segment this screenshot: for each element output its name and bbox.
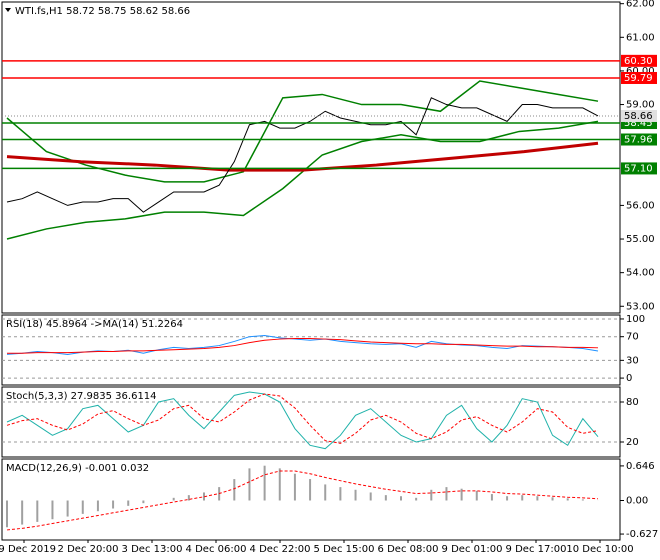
y-tick-label: -0.627 [626,529,658,540]
y-tick-label: 0.646 [626,461,655,472]
y-tick-label: 60.00 [626,66,655,77]
panel [1,314,621,386]
y-tick-label: 30 [626,355,639,366]
level-label: 57.10 [624,163,653,174]
x-tick-label: 2 Dec 20:00 [58,544,119,555]
level-label: 57.96 [624,135,653,146]
level-tag [621,133,657,146]
y-tick-label: 70 [626,332,639,343]
series-line [6,120,599,240]
x-tick-label: 4 Dec 06:00 [186,544,247,555]
x-tick-label: 10 Dec 10:00 [566,544,633,555]
series-line [6,470,599,531]
x-tick-label: 9 Dec 01:00 [442,544,503,555]
level-label: 58.45 [624,118,653,129]
y-tick-label: 20 [626,437,639,448]
y-tick-label: 59.00 [626,100,655,111]
x-tick-label: 6 Dec 08:00 [378,544,439,555]
series-line [7,337,599,354]
x-tick-label: 3 Dec 13:00 [122,544,183,555]
panel-title: Stoch(5,3,3) 27.9835 36.6114 [6,391,157,402]
series-line [6,393,599,444]
level-label: 60.30 [624,56,653,67]
level-tag [621,162,657,175]
series-line [6,97,599,213]
y-tick-label: 100 [626,314,645,325]
series-line [6,80,599,183]
series-line [6,141,599,172]
x-tick-label: 9 Dec 17:00 [506,544,567,555]
x-tick-label: 5 Dec 15:00 [314,544,375,555]
y-tick-label: 54.00 [626,268,655,279]
y-tick-label: 53.00 [626,301,655,312]
y-tick-label: 80 [626,397,639,408]
panel [1,1,621,314]
menu-triangle [5,8,11,12]
y-tick-label: 61.00 [626,32,655,43]
level-label: 59.79 [624,73,653,84]
panel-title: RSI(18) 45.8964 ->MA(14) 51.2264 [6,319,183,330]
panel-title: WTI.fs,H1 58.72 58.75 58.62 58.66 [15,6,190,17]
x-tick-label: 4 Dec 22:00 [250,544,311,555]
y-tick-label: 0.00 [626,495,648,506]
current-price-label: 58.66 [624,111,653,122]
level-tag [621,71,657,84]
y-tick-label: 62.00 [626,0,655,10]
x-tick-label: 29 Dec 2019 [0,544,56,555]
y-tick-label: 0 [626,373,632,384]
panel-title: MACD(12,26,9) -0.001 0.032 [6,463,149,474]
y-tick-label: 56.00 [626,200,655,211]
current-tag [621,109,657,122]
y-tick-label: 55.00 [626,234,655,245]
level-tag [621,54,657,67]
